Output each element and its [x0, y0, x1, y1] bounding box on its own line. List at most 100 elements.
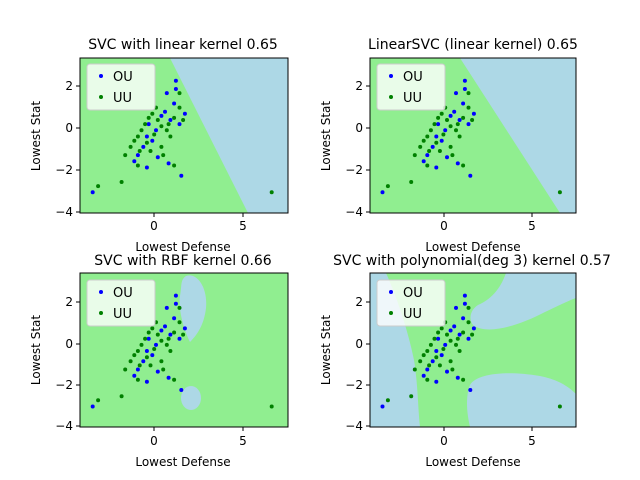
data-point-ou — [163, 324, 167, 329]
data-point-uu — [269, 404, 274, 409]
data-point-uu — [177, 305, 182, 310]
data-point-ou — [468, 173, 473, 178]
data-point-ou — [468, 388, 473, 392]
data-point-uu — [425, 163, 430, 168]
data-point-uu — [437, 149, 442, 153]
x-tick-label: 5 — [239, 434, 247, 448]
subplot-title-1: LinearSVC (linear kernel) 0.65 — [368, 37, 578, 53]
legend-3: OU UU — [376, 279, 446, 327]
data-point-uu — [450, 367, 455, 372]
data-point-uu — [441, 347, 446, 351]
data-point-ou — [466, 336, 471, 341]
data-point-uu — [119, 394, 124, 399]
axes-frame-3 — [369, 272, 577, 428]
data-point-uu — [159, 338, 164, 343]
data-point-ou — [445, 369, 449, 374]
data-point-uu — [466, 91, 471, 96]
data-point-uu — [432, 122, 437, 127]
x-tick-label: 0 — [150, 219, 158, 233]
scatter-points-3 — [380, 293, 562, 409]
data-point-uu — [425, 377, 430, 382]
data-point-uu — [135, 163, 140, 168]
y-tick-label: 0 — [355, 121, 363, 135]
data-point-uu — [177, 91, 182, 96]
data-point-uu — [421, 138, 426, 143]
y-axis-label-0: Lowest Stat — [29, 101, 43, 171]
data-point-ou — [164, 305, 169, 310]
legend-marker-uu — [99, 95, 103, 99]
x-ticks-1: 0 5 — [440, 213, 536, 233]
data-point-uu — [137, 149, 142, 153]
data-point-ou — [434, 349, 439, 353]
data-point-uu — [96, 398, 101, 403]
legend-label-uu: UU — [113, 91, 132, 106]
y-tick-label: −4 — [55, 419, 73, 433]
data-point-uu — [470, 118, 475, 122]
data-point-ou — [443, 342, 448, 347]
data-point-ou — [462, 78, 467, 83]
legend-label-uu: UU — [403, 91, 422, 106]
data-point-ou — [425, 153, 430, 158]
data-point-uu — [436, 115, 441, 120]
legend-box — [376, 279, 446, 327]
x-tick-label: 5 — [528, 434, 536, 448]
data-point-uu — [434, 140, 439, 145]
data-point-ou — [177, 336, 182, 341]
data-point-uu — [461, 330, 466, 335]
data-point-ou — [434, 379, 439, 384]
data-point-uu — [128, 359, 133, 364]
data-point-uu — [455, 122, 460, 127]
subplot-title-0: SVC with linear kernel 0.65 — [88, 37, 278, 53]
y-tick-label: 0 — [355, 337, 363, 351]
data-point-ou — [141, 144, 146, 149]
data-point-uu — [428, 128, 433, 133]
scatter-points-0 — [90, 78, 274, 195]
data-point-uu — [409, 394, 414, 399]
data-point-ou — [471, 111, 476, 116]
subplot-svc-linear: 2 0 −2 −4 0 5 OU UU SVC with linear kern… — [29, 37, 289, 254]
data-point-ou — [454, 91, 458, 96]
data-point-uu — [164, 342, 169, 347]
data-point-uu — [172, 163, 177, 168]
data-point-ou — [457, 118, 462, 122]
data-point-ou — [421, 373, 426, 378]
data-point-ou — [90, 404, 95, 409]
data-point-uu — [139, 342, 144, 347]
y-tick-label: 0 — [65, 121, 73, 135]
decision-regions-0 — [80, 58, 288, 213]
data-point-uu — [439, 326, 444, 331]
data-point-uu — [155, 118, 160, 122]
data-point-ou — [445, 155, 449, 160]
data-point-ou — [380, 190, 385, 195]
data-point-ou — [439, 138, 444, 143]
y-tick-label: −2 — [55, 378, 73, 392]
data-point-uu — [385, 184, 390, 189]
data-point-ou — [155, 369, 160, 374]
x-ticks-0: 0 5 — [150, 213, 247, 233]
data-point-ou — [436, 122, 441, 127]
data-point-uu — [137, 363, 142, 368]
data-point-uu — [557, 190, 562, 195]
data-point-uu — [164, 128, 169, 133]
data-point-ou — [135, 153, 140, 158]
y-tick-label: 2 — [65, 295, 73, 309]
x-tick-label: 0 — [440, 434, 448, 448]
data-point-ou — [144, 349, 149, 353]
scatter-points-1 — [380, 78, 562, 195]
data-point-uu — [385, 398, 390, 403]
axes-frame-0 — [79, 57, 289, 214]
data-point-uu — [172, 330, 177, 335]
data-point-ou — [141, 359, 146, 364]
data-point-uu — [421, 353, 426, 358]
legend-box — [376, 63, 446, 111]
axes-frame-2 — [79, 272, 289, 428]
y-axis-label-3: Lowest Stat — [319, 315, 333, 385]
legend-0: OU UU — [86, 63, 156, 111]
data-point-ou — [462, 87, 467, 91]
data-point-uu — [132, 138, 137, 143]
data-point-ou — [434, 165, 439, 170]
data-point-uu — [148, 363, 153, 368]
data-point-ou — [421, 159, 426, 164]
data-point-ou — [457, 332, 462, 337]
data-point-ou — [430, 144, 435, 149]
